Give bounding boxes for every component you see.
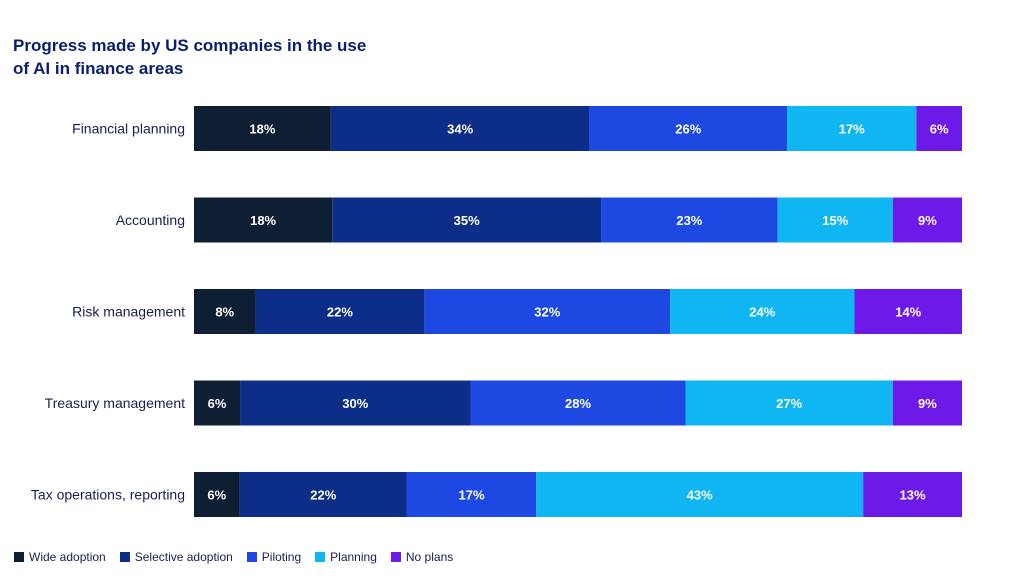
legend-swatch-piloting	[246, 552, 257, 562]
data-label-tax-operations-reporting-selective-adoption: 22%	[310, 488, 336, 503]
category-label-accounting: Accounting	[116, 212, 185, 228]
data-label-treasury-management-planning: 27%	[776, 396, 802, 411]
bar-segment-financial-planning-selective-adoption	[330, 106, 590, 151]
data-label-financial-planning-planning: 17%	[839, 122, 865, 137]
bar-segment-financial-planning-piloting	[589, 106, 788, 151]
bar-segment-tax-operations-reporting-wide-adoption	[194, 472, 240, 517]
legend-item-no-plans: No plans	[390, 550, 454, 564]
category-label-tax-operations-reporting: Tax operations, reporting	[31, 487, 185, 503]
category-label-treasury-management: Treasury management	[45, 395, 185, 411]
bar-segment-accounting-selective-adoption	[332, 197, 602, 243]
bar-segment-financial-planning-wide-adoption	[194, 106, 331, 151]
data-label-financial-planning-wide-adoption: 18%	[249, 122, 275, 137]
legend-label-selective-adoption: Selective adoption	[134, 550, 233, 564]
bar-segment-risk-management-wide-adoption	[194, 289, 256, 334]
legend-swatch-planning	[315, 552, 326, 562]
bar-segment-risk-management-piloting	[424, 289, 671, 334]
bar-segment-tax-operations-reporting-no-plans	[863, 472, 962, 517]
legend-label-piloting: Piloting	[261, 550, 302, 564]
data-label-financial-planning-no-plans: 6%	[930, 122, 949, 137]
data-label-tax-operations-reporting-planning: 43%	[687, 488, 713, 503]
legend-label-planning: Planning	[330, 550, 377, 564]
bar-segment-treasury-management-piloting	[470, 380, 686, 426]
data-label-treasury-management-wide-adoption: 6%	[208, 396, 227, 411]
data-label-risk-management-planning: 24%	[749, 305, 775, 320]
category-label-risk-management: Risk management	[72, 304, 185, 320]
data-label-risk-management-piloting: 32%	[534, 305, 560, 320]
data-label-tax-operations-reporting-no-plans: 13%	[900, 488, 926, 503]
chart-legend: Wide adoption Selective adoption Piloting P…	[14, 550, 453, 564]
bar-segment-accounting-no-plans	[892, 197, 962, 243]
bar-segment-risk-management-planning	[670, 289, 855, 334]
data-label-tax-operations-reporting-piloting: 17%	[459, 488, 485, 503]
legend-item-planning: Planning	[315, 550, 377, 564]
bar-segment-treasury-management-wide-adoption	[194, 380, 241, 426]
bar-segment-accounting-planning	[777, 197, 893, 243]
legend-swatch-wide-adoption	[14, 552, 24, 562]
bar-segment-accounting-piloting	[601, 197, 778, 243]
data-label-accounting-no-plans: 9%	[918, 213, 937, 228]
category-label-financial-planning: Financial planning	[72, 121, 185, 137]
data-label-risk-management-selective-adoption: 22%	[327, 305, 353, 320]
data-label-risk-management-wide-adoption: 8%	[215, 305, 234, 320]
data-label-treasury-management-no-plans: 9%	[918, 396, 937, 411]
bar-segment-tax-operations-reporting-planning	[536, 472, 864, 517]
legend-label-wide-adoption: Wide adoption	[29, 550, 106, 564]
bar-segment-treasury-management-no-plans	[892, 380, 962, 426]
data-label-accounting-piloting: 23%	[676, 213, 702, 228]
chart-title: Progress made by US companies in the use…	[13, 36, 367, 78]
data-label-treasury-management-selective-adoption: 30%	[342, 396, 368, 411]
legend-swatch-selective-adoption	[119, 552, 130, 562]
legend-swatch-no-plans	[390, 552, 401, 562]
data-label-accounting-selective-adoption: 35%	[454, 213, 480, 228]
legend-item-piloting: Piloting	[246, 550, 302, 564]
legend-item-selective-adoption: Selective adoption	[119, 550, 233, 564]
bar-segment-treasury-management-planning	[685, 380, 893, 426]
bar-segment-risk-management-selective-adoption	[255, 289, 425, 334]
legend-label-no-plans: No plans	[405, 550, 454, 564]
bar-segment-tax-operations-reporting-piloting	[406, 472, 537, 517]
bar-segment-financial-planning-no-plans	[916, 106, 962, 151]
data-label-accounting-planning: 15%	[822, 213, 848, 228]
bar-segment-financial-planning-planning	[787, 106, 917, 151]
data-label-accounting-wide-adoption: 18%	[250, 213, 276, 228]
data-label-financial-planning-piloting: 26%	[675, 122, 701, 137]
data-label-risk-management-no-plans: 14%	[895, 305, 921, 320]
bar-segment-risk-management-no-plans	[854, 289, 962, 334]
data-label-tax-operations-reporting-wide-adoption: 6%	[207, 488, 226, 503]
bar-segment-accounting-wide-adoption	[194, 197, 333, 243]
legend-item-wide-adoption: Wide adoption	[14, 550, 106, 564]
data-label-financial-planning-selective-adoption: 34%	[447, 122, 473, 137]
data-label-treasury-management-piloting: 28%	[565, 396, 591, 411]
bar-segment-treasury-management-selective-adoption	[240, 380, 471, 426]
bar-segment-tax-operations-reporting-selective-adoption	[239, 472, 407, 517]
